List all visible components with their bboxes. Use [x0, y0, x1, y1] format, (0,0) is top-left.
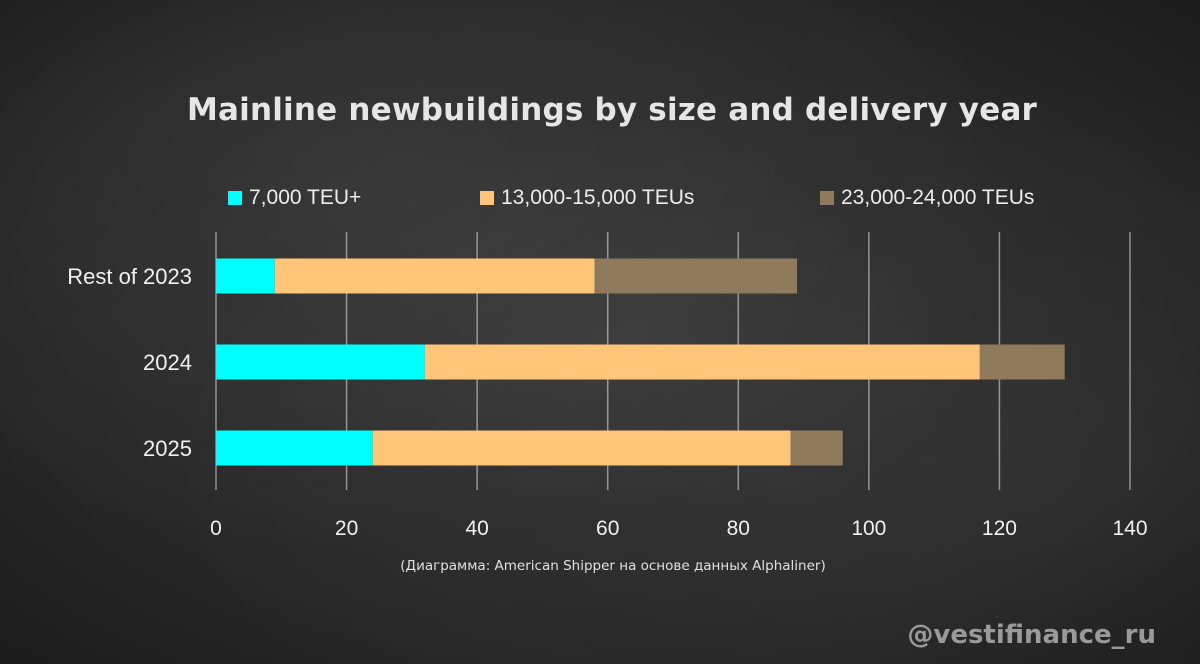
bar-1-1: [424, 344, 980, 380]
x-tick-label-100: 100: [851, 517, 886, 540]
x-tick-label-40: 40: [465, 517, 488, 540]
x-tick-label-80: 80: [727, 517, 750, 540]
source-note: (Диаграмма: American Shipper на основе д…: [400, 558, 826, 574]
legend-label-1: 7,000 TEU+: [249, 186, 362, 209]
bar-1-2: [979, 344, 1065, 380]
chart-title: Mainline newbuildings by size and delive…: [186, 92, 1038, 128]
legend-item-2: 13,000-15,000 TEUs: [480, 186, 694, 210]
legend-swatch-2: [480, 191, 494, 205]
x-tick-label-140: 140: [1112, 517, 1147, 540]
category-label-1: 2024: [143, 350, 192, 375]
x-tick-label-0: 0: [210, 517, 222, 540]
x-tick-label-20: 20: [335, 517, 358, 540]
bar-0-2: [594, 258, 798, 294]
legend-label-3: 23,000-24,000 TEUs: [841, 186, 1035, 209]
legend-label-2: 13,000-15,000 TEUs: [501, 186, 695, 209]
legend-swatch-3: [820, 191, 834, 205]
x-tick-label-60: 60: [596, 517, 619, 540]
bar-2-0: [216, 430, 373, 466]
category-label-2: 2025: [143, 436, 192, 461]
bar-2-1: [372, 430, 791, 466]
bar-1-0: [216, 344, 425, 380]
legend-item-1: 7,000 TEU+: [228, 186, 361, 210]
legend-item-3: 23,000-24,000 TEUs: [820, 186, 1034, 210]
bar-2-2: [790, 430, 843, 466]
bar-0-1: [274, 258, 595, 294]
watermark: @vestifinance_ru: [907, 620, 1156, 650]
legend-swatch-1: [228, 191, 242, 205]
bar-0-0: [216, 258, 275, 294]
category-label-0: Rest of 2023: [67, 264, 192, 289]
x-tick-label-120: 120: [982, 517, 1017, 540]
